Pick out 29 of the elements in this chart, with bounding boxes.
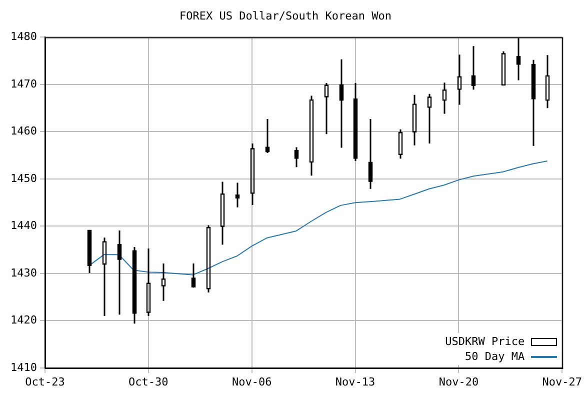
x-tick-label: Nov-06 xyxy=(232,375,272,388)
candlestick xyxy=(309,95,314,176)
x-tick-label: Nov-13 xyxy=(335,375,376,388)
candlestick xyxy=(427,93,432,144)
legend-label: 50 Day MA xyxy=(465,349,525,364)
y-tick-label: 1480 xyxy=(10,30,37,44)
y-tick-label: 1410 xyxy=(10,360,37,374)
y-tick-label: 1450 xyxy=(10,172,37,185)
y-tick-label: 1440 xyxy=(10,219,37,232)
chart-title: FOREX US Dollar/South Korean Won xyxy=(180,9,392,22)
x-tick-label: Nov-27 xyxy=(542,375,582,388)
candlestick xyxy=(161,262,166,302)
x-tick-label: Oct-30 xyxy=(128,375,168,388)
candlestick xyxy=(324,82,329,135)
y-tick-label: 1420 xyxy=(10,314,37,327)
x-tick-label: Nov-20 xyxy=(438,375,479,388)
candlestick xyxy=(412,94,417,146)
candlestick xyxy=(545,54,550,109)
candlestick xyxy=(220,181,225,246)
candlestick xyxy=(146,248,151,317)
x-tick-label: Oct-23 xyxy=(25,375,65,388)
candlestick xyxy=(457,54,462,106)
candlestick xyxy=(250,142,255,206)
y-tick-label: 1460 xyxy=(10,124,37,138)
candlestick xyxy=(102,236,107,317)
legend-label: USDKRW Price xyxy=(445,334,525,349)
y-tick-label: 1430 xyxy=(10,266,37,280)
y-tick-label: 1470 xyxy=(10,77,37,90)
candlestick xyxy=(442,82,447,115)
